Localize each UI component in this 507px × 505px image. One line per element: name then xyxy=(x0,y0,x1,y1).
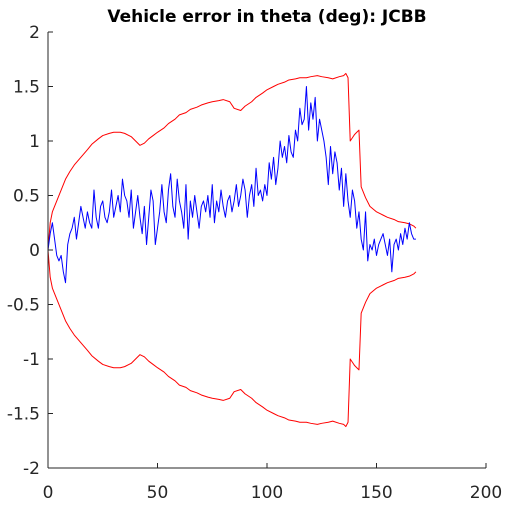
chart-title: Vehicle error in theta (deg): JCBB xyxy=(107,7,426,27)
series-line-error xyxy=(47,86,416,284)
y-tick-label: 0 xyxy=(29,241,40,261)
y-tick-label: -1.5 xyxy=(7,405,40,425)
x-tick-label: 200 xyxy=(470,483,502,503)
y-tick-label: -1 xyxy=(23,350,40,370)
y-tick-label: 2 xyxy=(29,23,40,43)
x-axis-ticks: 0 50 100 150 200 xyxy=(43,463,502,503)
series-line-upper-bound xyxy=(47,72,417,251)
axes xyxy=(47,32,486,469)
x-tick-label: 0 xyxy=(43,483,54,503)
x-tick-label: 50 xyxy=(147,483,169,503)
y-axis-ticks: -2 -1.5 -1 -0.5 0 0.5 1 1.5 2 xyxy=(7,23,53,479)
y-tick-label: -0.5 xyxy=(7,296,40,316)
y-tick-label: 0.5 xyxy=(13,187,40,207)
x-tick-label: 100 xyxy=(251,483,283,503)
y-tick-label: 1.5 xyxy=(13,78,40,98)
y-tick-label: -2 xyxy=(23,459,40,479)
plot-lines xyxy=(47,72,417,428)
x-tick-label: 150 xyxy=(360,483,392,503)
series-line-lower-bound xyxy=(47,249,417,428)
y-tick-label: 1 xyxy=(29,132,40,152)
